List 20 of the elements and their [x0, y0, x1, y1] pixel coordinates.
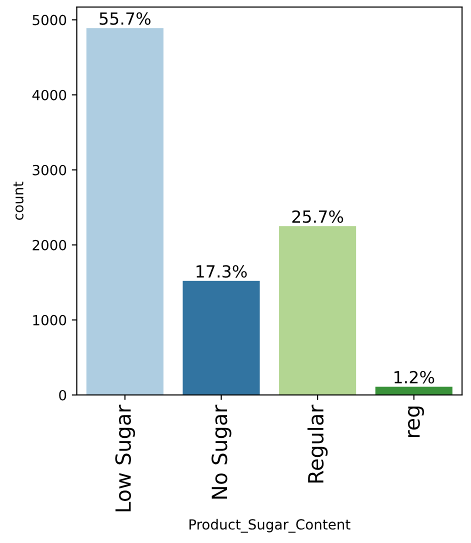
y-axis-title: count [14, 182, 24, 220]
y-tick-label: 4000 [32, 90, 66, 100]
annotation: 17.3% [196, 265, 247, 278]
y-tick-label: 3000 [32, 164, 66, 176]
bar [86, 28, 164, 395]
x-tick-label: reg [408, 406, 424, 437]
y-tick-label: 5000 [32, 14, 66, 26]
y-tick-label: 2000 [32, 240, 66, 250]
y-tick-label: 0 [59, 390, 66, 400]
y-tick-label: 1000 [33, 314, 66, 326]
annotation: 1.2% [394, 370, 434, 384]
x-tick-label: Regular [307, 404, 328, 483]
x-tick-label: No Sugar [212, 404, 232, 499]
x-axis-title: Product_Sugar_Content [190, 518, 350, 533]
annotation: 25.7% [292, 210, 344, 223]
bar [182, 280, 260, 395]
bar [375, 386, 452, 395]
bar [279, 226, 356, 395]
x-tick-label: Low Sugar [115, 404, 136, 512]
annotation: 55.7% [100, 12, 150, 25]
